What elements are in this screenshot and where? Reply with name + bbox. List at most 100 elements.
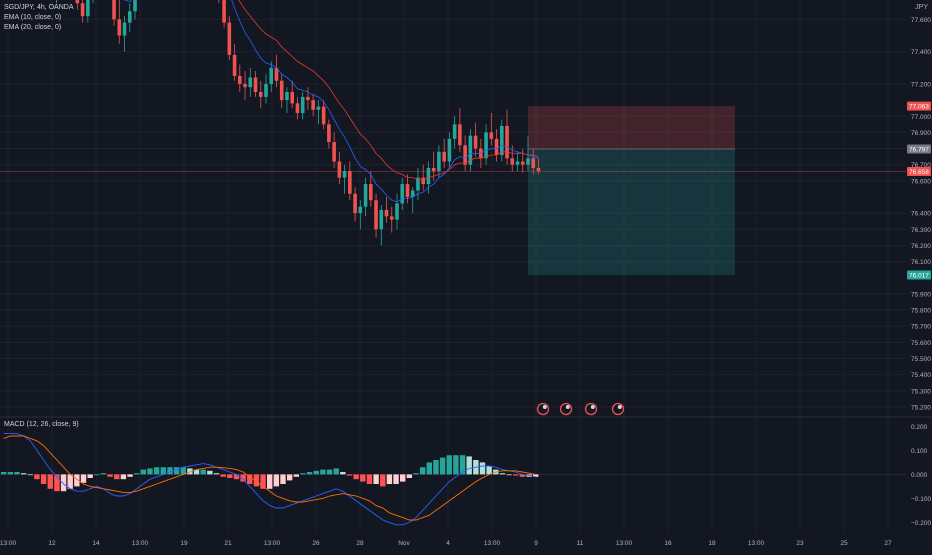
price-tag-entry: [907, 144, 931, 154]
candle-body: [337, 161, 342, 178]
candle-body: [494, 138, 499, 156]
economic-event-icon[interactable]: [611, 402, 625, 416]
macd-histogram-bar: [406, 474, 413, 478]
signal-line: [3, 435, 536, 521]
candle-body: [353, 193, 357, 214]
macd-histogram-bar: [60, 474, 67, 492]
time-tick-label: 4: [446, 540, 450, 547]
time-tick-label: 11: [577, 540, 584, 547]
candle-body: [243, 83, 247, 88]
macd-histogram-bar: [433, 460, 439, 475]
macd-histogram-bar: [267, 474, 273, 489]
time-tick-label: 13:00: [484, 540, 501, 547]
macd-legend: MACD (12, 26, close, 9): [4, 421, 79, 428]
macd-histogram-bar: [533, 474, 539, 477]
time-tick-label: 23: [796, 540, 804, 547]
economic-event-icon[interactable]: [584, 402, 598, 416]
time-tick-label: 13:00: [0, 540, 17, 547]
marker-ring: [584, 402, 598, 416]
price-tag-text: 77.063: [909, 104, 929, 111]
candle-body: [410, 190, 415, 198]
marker-dot: [590, 405, 595, 409]
candle-body: [468, 135, 473, 165]
macd-tick-label: 0.000: [911, 472, 928, 479]
price-tick-label: 77.600: [911, 17, 931, 24]
candle-body: [447, 138, 452, 162]
macd-histogram-bar: [167, 467, 173, 475]
macd-histogram-bar: [207, 470, 213, 475]
time-tick-label: 28: [356, 540, 364, 547]
price-tick-label: 77.000: [911, 114, 931, 121]
price-tag-last-price: [907, 166, 931, 176]
candle-body: [279, 80, 284, 101]
macd-histogram-bar: [453, 455, 459, 475]
candle-body: [520, 161, 525, 165]
marker-ring: [536, 402, 550, 416]
candle-body: [238, 75, 242, 84]
macd-histogram-bar: [220, 474, 226, 477]
candle-body: [437, 151, 441, 172]
candle-body: [442, 151, 446, 162]
macd-histogram-bar: [466, 456, 472, 475]
time-tick-label: 12: [48, 540, 56, 547]
candle-body: [269, 67, 274, 84]
macd-histogram-bar: [400, 474, 406, 482]
price-tick-label: 76.600: [911, 178, 931, 185]
macd-histogram-bar: [27, 474, 33, 476]
time-tick-label: 13:00: [132, 540, 149, 547]
economic-event-icon[interactable]: [559, 402, 573, 416]
macd-histogram-bar: [380, 474, 386, 487]
candle-body: [400, 184, 405, 204]
macd-histogram-bar: [80, 474, 87, 483]
candle-body: [452, 124, 457, 139]
candle-body: [421, 177, 425, 185]
time-tick-label: 26: [312, 540, 320, 547]
take-profit-zone: [528, 149, 735, 275]
price-tick-label: 75.800: [911, 308, 931, 315]
price-tick-label: 76.200: [911, 243, 931, 250]
candle-body: [295, 103, 300, 114]
candle-body: [374, 200, 378, 230]
price-tick-label: 75.700: [911, 324, 931, 331]
macd-histogram-bar: [193, 469, 200, 475]
macd-histogram-bar: [74, 474, 80, 487]
macd-histogram-bar: [147, 468, 153, 475]
ema10-line: [123, 0, 539, 203]
candle-body: [227, 22, 232, 55]
macd-histogram-bar: [107, 474, 113, 477]
candle-body: [122, 22, 127, 36]
macd-histogram-bar: [506, 474, 512, 476]
price-tick-label: 75.900: [911, 291, 931, 298]
macd-histogram-bar: [100, 473, 107, 475]
candle-body: [484, 132, 488, 159]
time-tick-label: 13:00: [616, 540, 633, 547]
macd-histogram-bar: [333, 468, 339, 475]
macd-tick-label: −0.100: [911, 496, 931, 503]
macd-histogram-bar: [227, 474, 233, 478]
macd-histogram-bar: [160, 467, 166, 475]
candle-body: [327, 124, 331, 143]
macd-histogram-bar: [286, 474, 293, 481]
candle-body: [526, 158, 530, 165]
price-tick-label: 75.400: [911, 372, 931, 379]
macd-histogram-bar: [499, 473, 506, 475]
macd-histogram-bar: [360, 474, 366, 482]
macd-histogram-bar: [14, 472, 20, 475]
macd-histogram-bar: [306, 472, 313, 475]
macd-histogram-bar: [1, 472, 7, 475]
price-tick-label: 76.100: [911, 259, 931, 266]
earnings-flag-icon[interactable]: [536, 402, 550, 416]
macd-histogram-bar: [260, 474, 266, 489]
price-tag-text: 76.658: [909, 169, 929, 176]
time-tick-label: 21: [224, 540, 232, 547]
candle-body: [515, 161, 520, 165]
time-tick-label: Nov: [398, 540, 410, 547]
candle-body: [510, 158, 515, 165]
candle-body: [426, 167, 431, 185]
candle-body: [463, 145, 467, 165]
time-tick-label: 13:00: [264, 540, 281, 547]
macd-histogram-bar: [300, 473, 306, 475]
marker-ring: [611, 402, 625, 416]
